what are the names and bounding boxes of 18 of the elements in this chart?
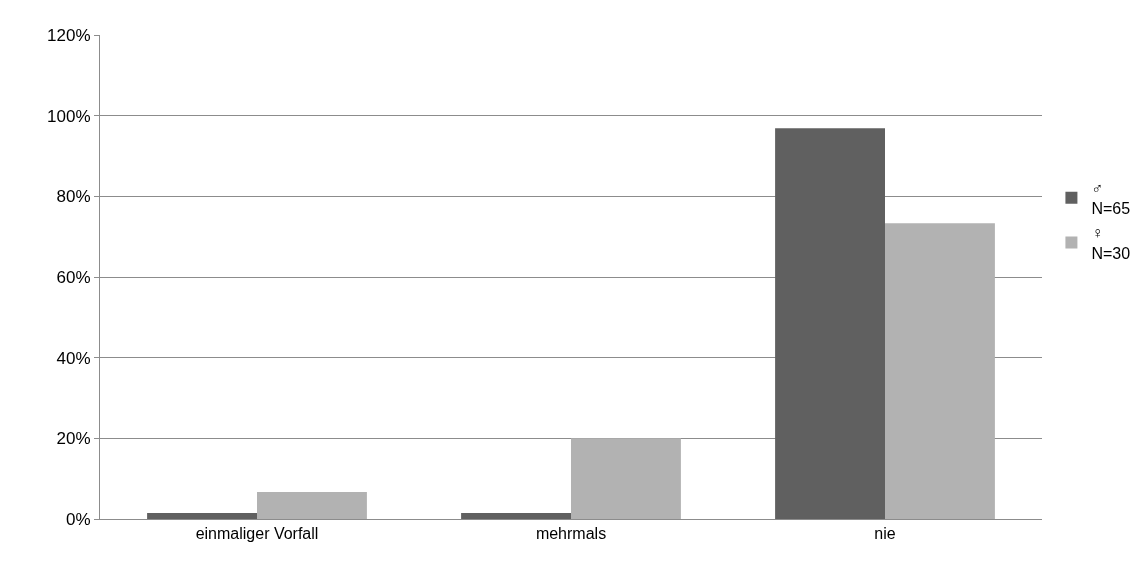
bar: [147, 512, 257, 519]
legend-label: ♂ N=65: [1091, 179, 1131, 218]
y-tick-label: 0%: [66, 509, 91, 529]
bar: [885, 223, 995, 519]
bar: [461, 512, 571, 519]
y-tick-label: 40%: [56, 348, 91, 368]
y-tick-label: 20%: [56, 429, 91, 449]
x-tick-label: nie: [874, 525, 896, 543]
bar: [257, 491, 367, 519]
legend-label: ♀ N=30: [1091, 224, 1131, 263]
y-tick-label: 80%: [56, 187, 91, 207]
x-tick-label: mehrmals: [535, 525, 607, 543]
y-tick-label: 60%: [56, 267, 91, 287]
bar: [571, 438, 681, 519]
y-tick-label: 100%: [47, 106, 91, 126]
x-tick-label: einmaliger Vorfall: [195, 525, 319, 543]
y-tick-label: 120%: [47, 25, 91, 45]
bar: [775, 128, 885, 519]
